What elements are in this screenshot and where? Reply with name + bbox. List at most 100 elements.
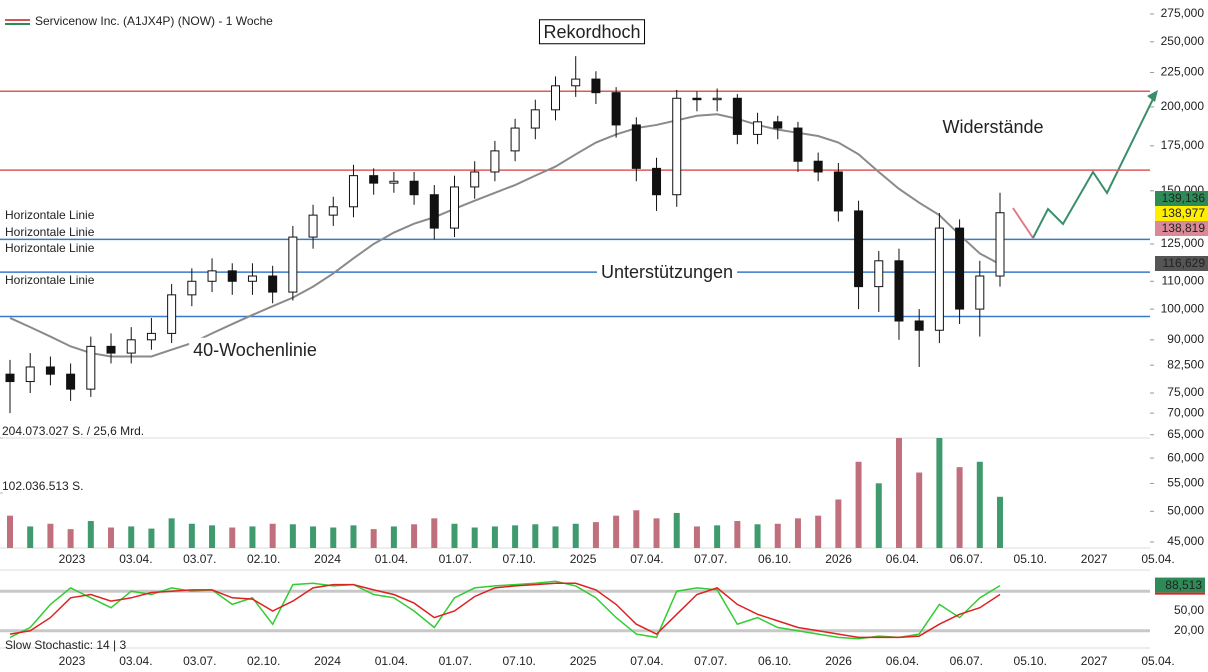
candle-body (995, 212, 1005, 277)
candle-body (5, 373, 15, 383)
y-tick-label: 125,000 (1161, 236, 1205, 250)
candle-body (409, 180, 419, 196)
volume-bar (451, 523, 458, 548)
candle-body (712, 97, 722, 101)
candle-body (652, 167, 662, 196)
x-tick-label: 07.04. (630, 654, 663, 668)
y-tick-label: 100,000 (1161, 301, 1205, 315)
annotation: Rekordhoch (543, 22, 640, 42)
annotation-box (938, 114, 1048, 139)
x-tick-label: 02.10. (247, 654, 280, 668)
volume-bar (532, 524, 539, 548)
candle-body (773, 121, 783, 129)
volume-bar (128, 526, 135, 548)
candle-body (247, 275, 257, 282)
y-tick-label: 175,000 (1161, 138, 1205, 152)
x-tick-label: 06.10. (758, 654, 791, 668)
annotation: Widerstände (942, 117, 1043, 137)
candle-body (328, 206, 338, 216)
candle-body (692, 97, 702, 101)
candle-body (207, 270, 217, 282)
candle-body (348, 175, 358, 208)
x-tick-label: 01.04. (375, 654, 408, 668)
indicator-label: Slow Stochastic: 14 | 3 (5, 638, 127, 652)
candle-body (429, 194, 439, 229)
x-tick-label: 07.04. (630, 552, 663, 566)
candle-body (187, 280, 197, 296)
volume-bar (411, 524, 418, 548)
volume-bar (471, 527, 478, 548)
volume-bar (835, 499, 842, 548)
candle-body (470, 171, 480, 188)
y-tick-label: 60,000 (1167, 450, 1204, 464)
candle-body (530, 109, 540, 129)
volume-bar (269, 523, 276, 548)
last-price-label: 139,136 (1162, 191, 1206, 205)
projection-arrow (1147, 90, 1158, 102)
volume-bar (512, 525, 519, 548)
volume-bar (27, 526, 34, 548)
stochastic-line (9, 580, 1001, 640)
x-tick-label: 2027 (1081, 552, 1108, 566)
x-tick-label: 03.07. (183, 654, 216, 668)
x-tick-label: 07.10. (502, 654, 535, 668)
volume-tick-label: 204.073.027 S. / 25,6 Mrd. (2, 424, 144, 438)
last-price-box (1155, 256, 1208, 271)
volume-bar (714, 525, 721, 548)
last-price-box (1155, 206, 1208, 221)
line-label: Horizontale Linie (5, 208, 95, 222)
candle-body (591, 78, 601, 94)
y-tick-label: 250,000 (1161, 34, 1205, 48)
x-tick-label: 07.07. (694, 552, 727, 566)
last-value-label: 88,513 (1165, 578, 1202, 592)
volume-bar (552, 526, 559, 548)
candle-body (308, 214, 318, 238)
x-tick-label: 2024 (314, 552, 341, 566)
y-tick-label: 200,000 (1161, 99, 1205, 113)
volume-bar (613, 515, 620, 548)
candle-body (369, 175, 379, 184)
legend-label: Servicenow Inc. (A1JX4P) (NOW) - 1 Woche (35, 14, 273, 28)
last-price-label: 138,819 (1162, 221, 1206, 235)
line-label: Horizontale Linie (5, 273, 95, 287)
candle-body (934, 227, 944, 331)
volume-bar (572, 523, 579, 548)
candle-body (571, 78, 581, 87)
volume-bar (855, 461, 862, 548)
candle-body (753, 121, 763, 135)
volume-bar (188, 523, 195, 548)
candle-body (975, 275, 985, 310)
x-tick-label: 03.04. (119, 552, 152, 566)
y-tick-label: 225,000 (1161, 65, 1205, 79)
last-price-box (1155, 191, 1208, 206)
projection-line (1032, 94, 1156, 239)
candle-body (25, 366, 35, 383)
candle-body (793, 127, 803, 162)
x-tick-label: 2026 (825, 552, 852, 566)
volume-bar (734, 521, 741, 548)
volume-bar (794, 518, 801, 548)
x-tick-label: 06.04. (886, 552, 919, 566)
x-tick-label: 01.07. (439, 654, 472, 668)
x-tick-label: 01.07. (439, 552, 472, 566)
x-tick-label: 05.04. (1141, 654, 1174, 668)
x-tick-label: 2027 (1081, 654, 1108, 668)
x-tick-label: 05.10. (1014, 654, 1047, 668)
candle-body (611, 92, 621, 126)
candle-body (510, 127, 520, 152)
x-tick-label: 05.04. (1141, 552, 1174, 566)
candle-body (914, 320, 924, 331)
volume-bar (330, 527, 337, 548)
volume-bar (997, 496, 1003, 548)
x-tick-label: 02.10. (247, 552, 280, 566)
candle-body (955, 227, 965, 310)
y-tick-label: 90,000 (1167, 332, 1204, 346)
x-tick-label: 06.07. (950, 552, 983, 566)
volume-bar (168, 518, 175, 548)
candle-body (268, 275, 278, 293)
y-tick-label: 82,500 (1167, 357, 1204, 371)
annotation-box (596, 259, 738, 284)
y-tick-label: 70,000 (1167, 405, 1204, 419)
